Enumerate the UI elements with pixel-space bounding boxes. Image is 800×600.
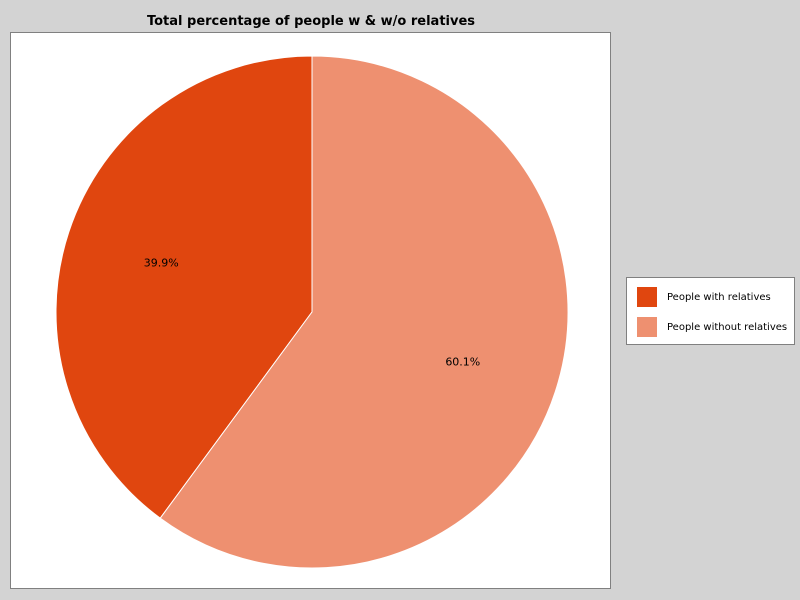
chart-title: Total percentage of people w & w/o relat…	[146, 14, 476, 29]
legend-label: People with relatives	[667, 291, 771, 303]
legend-item-without-relatives: People without relatives	[637, 317, 787, 337]
pie-chart: 39.9% 60.1%	[55, 55, 569, 569]
legend-label: People without relatives	[667, 321, 788, 333]
legend: People with relatives People without rel…	[626, 277, 795, 345]
slice-value-label-0: 39.9%	[144, 256, 179, 269]
plot-area: 39.9% 60.1%	[10, 32, 611, 589]
pie-slice-1	[159, 55, 569, 569]
legend-swatch	[637, 317, 657, 337]
legend-swatch	[637, 287, 657, 307]
legend-item-with-relatives: People with relatives	[637, 287, 771, 307]
pie-slice-0	[55, 55, 313, 519]
slice-value-label-1: 60.1%	[445, 356, 480, 369]
